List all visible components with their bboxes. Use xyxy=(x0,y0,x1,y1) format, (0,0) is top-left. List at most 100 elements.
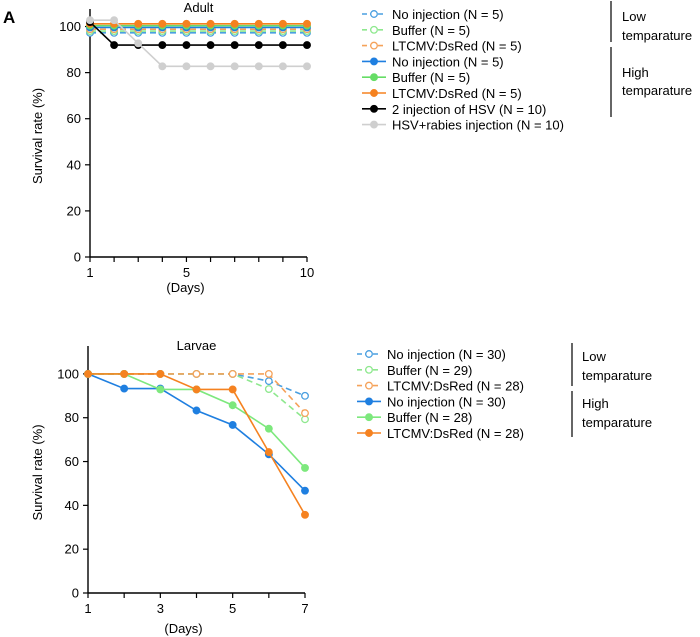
y-axis-label: Survival rate (%) xyxy=(30,424,45,520)
data-point xyxy=(110,41,119,50)
data-point xyxy=(86,16,94,25)
data-point xyxy=(228,369,237,378)
data-point xyxy=(192,406,201,415)
legend-label: Buffer (N = 5) xyxy=(392,23,470,38)
data-point xyxy=(182,62,191,71)
y-tick-label: 100 xyxy=(59,19,81,34)
y-tick-label: 80 xyxy=(65,410,79,425)
legend-label: HSV+rabies injection (N = 10) xyxy=(392,118,564,133)
legend-label: Buffer (N = 28) xyxy=(387,410,472,425)
data-point xyxy=(120,384,129,393)
data-point xyxy=(303,19,311,28)
chart-title: Adult xyxy=(184,0,214,15)
data-point xyxy=(134,39,143,48)
y-tick-label: 20 xyxy=(67,203,81,218)
data-point xyxy=(264,369,273,378)
legend-item: LTCMV:DsRed (N = 28) xyxy=(357,379,524,394)
data-point xyxy=(303,41,311,50)
x-tick-label: 1 xyxy=(86,265,93,280)
legend-swatch-marker xyxy=(370,73,378,82)
y-tick-label: 0 xyxy=(74,250,81,265)
y-tick-label: 60 xyxy=(65,454,79,469)
series-path xyxy=(88,373,306,516)
legend-item: No injection (N = 30) xyxy=(357,394,506,409)
legend-label: No injection (N = 30) xyxy=(387,394,506,409)
data-point xyxy=(301,510,309,519)
y-tick-label: 60 xyxy=(67,111,81,126)
data-point xyxy=(206,19,215,28)
data-point xyxy=(264,385,273,393)
legend: No injection (N = 5)Buffer (N = 5)LTCMV:… xyxy=(362,1,692,133)
legend-item: Buffer (N = 5) xyxy=(362,23,470,38)
y-tick-label: 80 xyxy=(67,65,81,80)
legend-label: LTCMV:DsRed (N = 28) xyxy=(387,426,524,441)
group-label-high: High xyxy=(622,65,649,80)
data-point xyxy=(301,391,309,400)
data-point xyxy=(228,385,237,394)
data-point xyxy=(254,62,263,71)
legend-item: LTCMV:DsRed (N = 28) xyxy=(357,426,524,441)
legend-swatch-marker xyxy=(365,350,373,358)
series-line xyxy=(84,369,309,424)
data-point xyxy=(230,41,239,50)
legend-label: LTCMV:DsRed (N = 28) xyxy=(387,379,524,394)
legend-swatch-marker xyxy=(370,120,378,129)
group-label-low-2: temparature xyxy=(582,368,652,383)
group-label-high: High xyxy=(582,396,609,411)
data-point xyxy=(278,19,287,28)
legend-item: No injection (N = 30) xyxy=(357,347,506,362)
chart-adult: Adult 0 20 40 60 80 100 1 5 10 (Days) Survival rate… xyxy=(30,0,692,295)
data-point xyxy=(254,41,263,50)
data-point xyxy=(182,41,191,50)
x-axis-label: (Days) xyxy=(164,621,202,636)
data-point xyxy=(278,41,287,50)
data-point xyxy=(192,369,201,378)
data-point xyxy=(228,421,237,429)
data-point xyxy=(264,448,273,457)
legend-swatch-marker xyxy=(370,41,378,50)
data-point xyxy=(206,62,215,71)
data-point xyxy=(134,19,143,28)
legend-swatch-marker xyxy=(370,10,378,18)
group-label-low-2: temparature xyxy=(622,28,692,43)
data-point xyxy=(278,62,287,71)
legend-label: Buffer (N = 5) xyxy=(392,70,470,85)
legend-label: No injection (N = 30) xyxy=(387,347,506,362)
legend-label: No injection (N = 5) xyxy=(392,7,504,22)
series-line xyxy=(84,369,309,519)
data-point xyxy=(228,401,237,410)
legend-item: Buffer (N = 5) xyxy=(362,70,470,85)
legend-item: Buffer (N = 29) xyxy=(357,363,472,378)
panel-label: A xyxy=(3,8,16,27)
data-point xyxy=(158,41,167,50)
data-point xyxy=(110,16,119,25)
data-point xyxy=(301,486,309,495)
legend-item: No injection (N = 5) xyxy=(362,7,504,22)
data-point xyxy=(192,385,201,394)
series-path xyxy=(90,19,307,68)
legend: No injection (N = 30)Buffer (N = 29)LTCM… xyxy=(357,343,652,441)
legend-swatch-marker xyxy=(370,104,378,113)
data-point xyxy=(120,369,129,378)
legend-swatch-marker xyxy=(365,413,373,422)
data-point xyxy=(156,385,165,394)
data-point xyxy=(182,19,191,28)
data-point xyxy=(206,41,215,50)
group-label-low: Low xyxy=(582,349,606,364)
data-point xyxy=(156,369,165,378)
data-point xyxy=(303,62,311,71)
group-label-high-2: temparature xyxy=(622,83,692,98)
data-point xyxy=(230,62,239,71)
legend-label: No injection (N = 5) xyxy=(392,54,504,69)
x-tick-label: 5 xyxy=(183,265,190,280)
y-tick-label: 0 xyxy=(72,586,79,601)
data-point xyxy=(264,377,273,386)
x-tick-label: 10 xyxy=(300,265,314,280)
y-axis-label: Survival rate (%) xyxy=(30,88,45,184)
legend-label: Buffer (N = 29) xyxy=(387,363,472,378)
x-tick-label: 3 xyxy=(157,601,164,616)
chart-title: Larvae xyxy=(177,338,217,353)
data-point xyxy=(158,19,167,28)
y-tick-label: 100 xyxy=(57,366,79,381)
